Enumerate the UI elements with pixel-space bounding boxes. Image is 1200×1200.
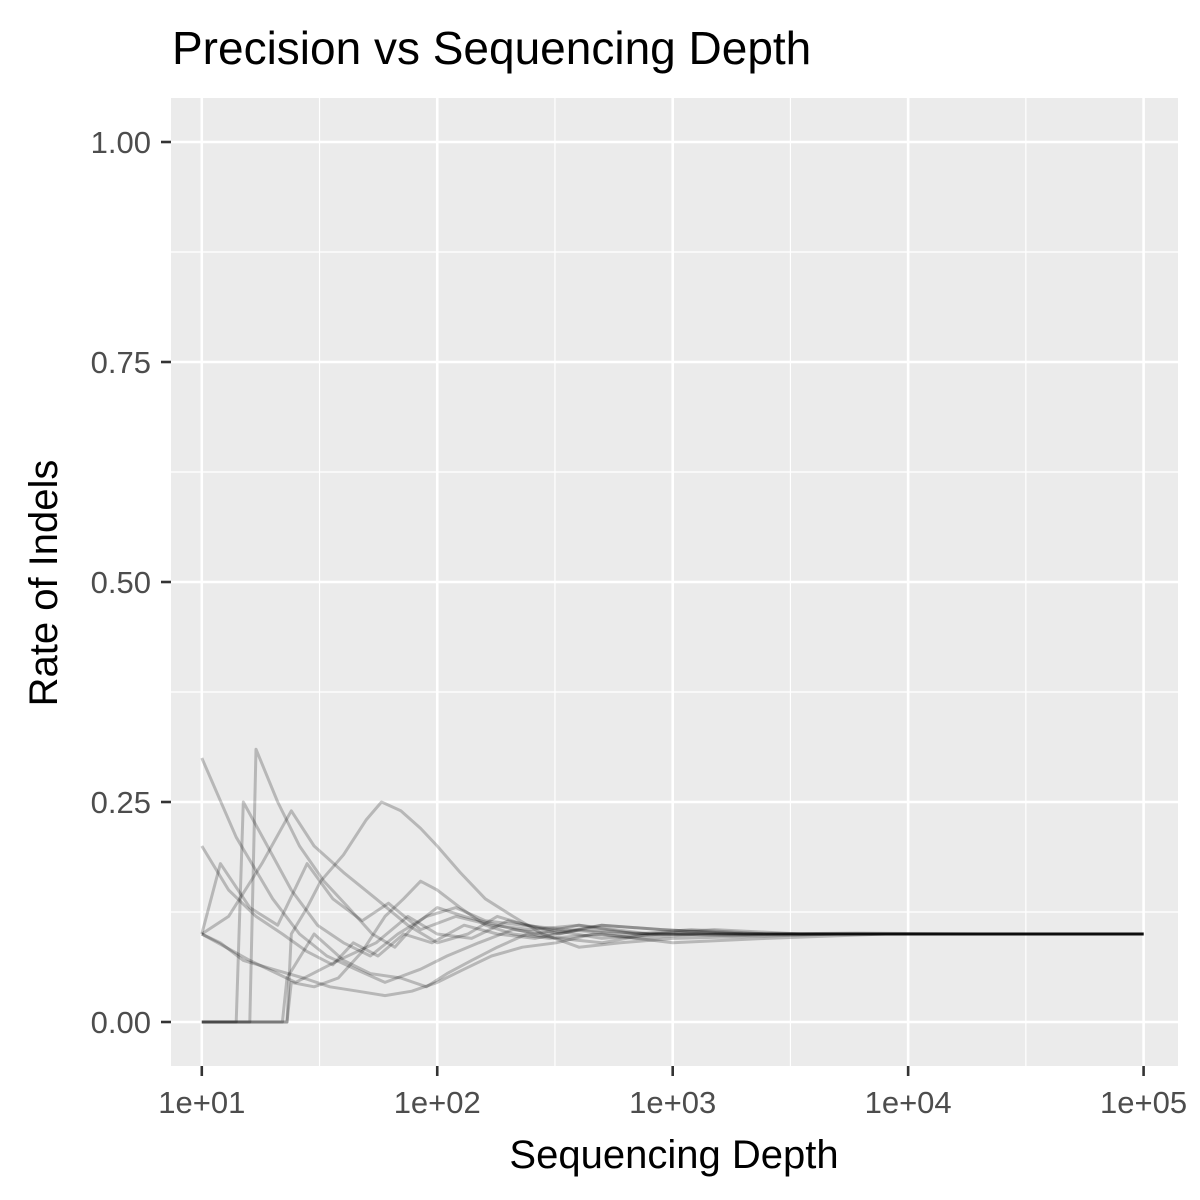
x-tick-label: 1e+02 xyxy=(394,1085,481,1120)
y-tick-label: 0.50 xyxy=(91,565,151,600)
x-tick-label: 1e+04 xyxy=(865,1085,952,1120)
series-line-11 xyxy=(201,932,1144,998)
x-axis: 1e+01 1e+02 1e+03 1e+04 1e+05 xyxy=(158,1066,1187,1120)
series-line-3 xyxy=(200,845,1144,967)
y-tick-label: 1.00 xyxy=(91,125,151,160)
y-tick-label: 0.25 xyxy=(91,785,151,820)
x-tick-label: 1e+01 xyxy=(158,1085,245,1120)
grid-major xyxy=(171,98,1178,1066)
series-lines xyxy=(200,747,1144,1024)
x-axis-title: Sequencing Depth xyxy=(509,1133,838,1177)
series-line-7 xyxy=(201,800,1144,1024)
chart-title: Precision vs Sequencing Depth xyxy=(172,22,811,74)
y-tick-label: 0.00 xyxy=(91,1005,151,1040)
y-axis: 0.00 0.25 0.50 0.75 1.00 xyxy=(91,125,171,1040)
series-line-1 xyxy=(200,862,1144,936)
y-axis-title: Rate of Indels xyxy=(22,460,66,707)
series-line-9 xyxy=(201,928,1144,1024)
series-line-2 xyxy=(201,914,1144,984)
series-line-5 xyxy=(201,800,1144,1024)
y-tick-label: 0.75 xyxy=(91,345,151,380)
series-line-6 xyxy=(201,747,1144,1024)
series-line-4 xyxy=(200,757,1144,984)
series-line-8 xyxy=(201,879,1144,1024)
x-tick-label: 1e+05 xyxy=(1100,1085,1187,1120)
series-line-10 xyxy=(200,809,1144,945)
x-tick-label: 1e+03 xyxy=(629,1085,716,1120)
